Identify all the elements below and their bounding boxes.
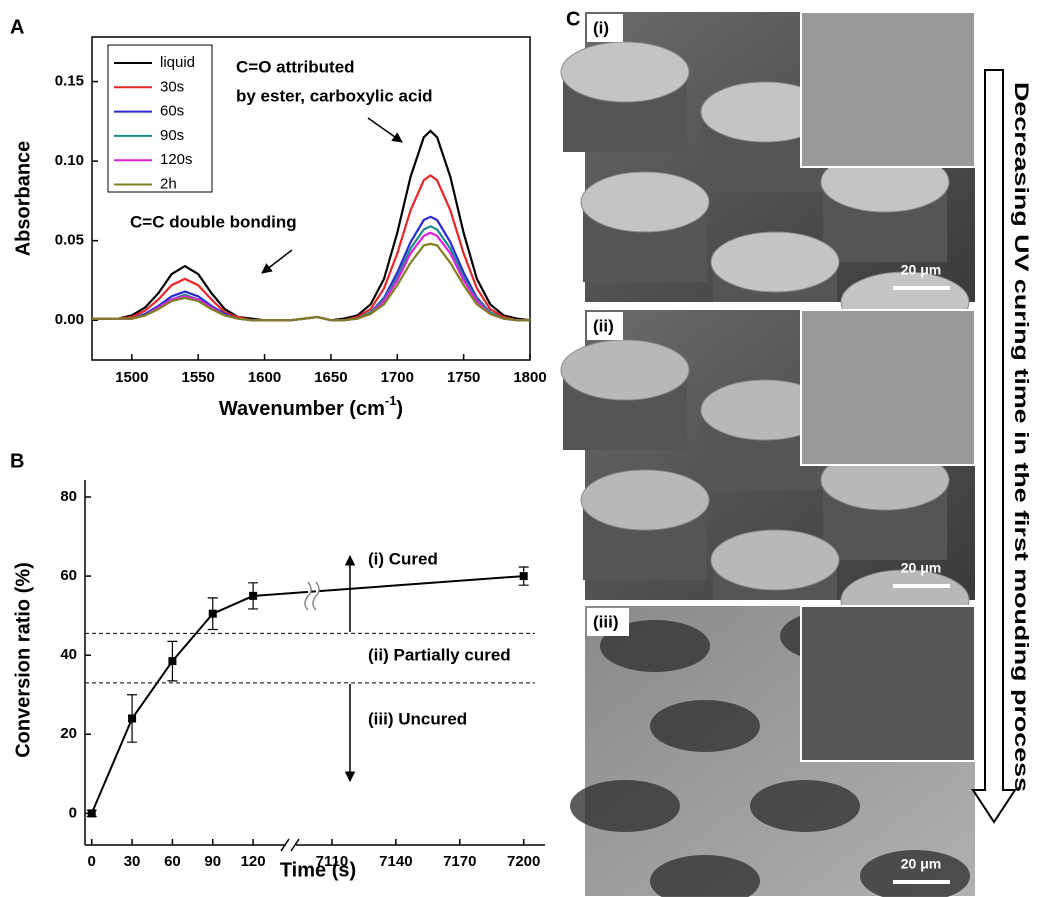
process-arrow <box>973 70 1015 822</box>
scale-bar-label: 20 μm <box>901 856 941 872</box>
inset <box>801 606 975 761</box>
spectrum-line <box>92 175 530 320</box>
sem-image: (ii) 20 μm <box>561 310 975 630</box>
x-tick-label: 1600 <box>248 369 281 386</box>
annotation: (iii) Uncured <box>368 709 467 728</box>
legend-label: 30s <box>160 78 184 95</box>
scale-bar-label: 20 μm <box>901 262 941 278</box>
annotation: by ester, carboxylic acid <box>236 86 433 105</box>
y-tick-label: 20 <box>60 725 77 742</box>
data-line <box>92 576 524 813</box>
image-tag: (iii) <box>593 612 619 631</box>
x-tick-label: 1800 <box>513 369 546 386</box>
x-tick-label: 1650 <box>314 369 347 386</box>
x-tick-label: 7200 <box>507 853 540 870</box>
legend-label: 120s <box>160 151 193 168</box>
data-point <box>520 572 528 580</box>
data-point <box>88 809 96 817</box>
annotation: (i) Cured <box>368 549 438 568</box>
arrow-label: Decreasing UV curing time in the first m… <box>1010 82 1031 792</box>
y-tick-label: 0 <box>69 804 77 821</box>
x-tick-label: 7170 <box>443 853 476 870</box>
pore <box>650 700 760 752</box>
legend-label: 90s <box>160 127 184 144</box>
x-tick-label: 120 <box>241 853 266 870</box>
x-tick-label: 7140 <box>379 853 412 870</box>
y-axis-label: Conversion ratio (%) <box>12 562 34 758</box>
legend-label: 2h <box>160 175 177 192</box>
annotation-arrow <box>368 118 402 142</box>
scale-bar-label: 20 μm <box>901 560 941 576</box>
annotation: (ii) Partially cured <box>368 645 511 664</box>
annotation-arrow <box>262 250 292 273</box>
y-tick-label: 0.15 <box>55 73 84 90</box>
y-tick-label: 80 <box>60 488 77 505</box>
data-point <box>209 610 217 618</box>
pore <box>570 780 680 832</box>
y-tick-label: 0.05 <box>55 232 84 249</box>
y-tick-label: 0.00 <box>55 311 84 328</box>
pillar-top <box>561 42 689 102</box>
y-axis-label: Absorbance <box>12 141 34 257</box>
x-tick-label: 60 <box>164 853 181 870</box>
panel-label: B <box>10 450 24 472</box>
figure: A B C 1500 1550 1600 1650 1700 1750 1800 0.00 0.… <box>0 0 1040 897</box>
annotation: C=O attributed <box>236 57 355 76</box>
x-tick-label: 1750 <box>447 369 480 386</box>
data-point <box>128 714 136 722</box>
sem-image: (iii) 20 μm <box>570 606 975 897</box>
data-point <box>249 592 257 600</box>
image-tag: (ii) <box>593 316 614 335</box>
x-tick-label: 30 <box>124 853 141 870</box>
sem-image: (i) 20 μm <box>561 12 975 332</box>
pillar-top <box>581 470 709 530</box>
legend-label: liquid <box>160 54 195 71</box>
inset <box>801 310 975 465</box>
legend-label: 60s <box>160 103 184 120</box>
image-tag: (i) <box>593 18 609 37</box>
x-tick-label: 1700 <box>381 369 414 386</box>
y-tick-label: 40 <box>60 646 77 663</box>
x-axis-label-part: -1 <box>385 393 397 408</box>
x-axis-label-part: ) <box>396 398 403 420</box>
pillar-top <box>581 172 709 232</box>
data-point <box>168 657 176 665</box>
inset <box>801 12 975 167</box>
y-tick-label: 0.10 <box>55 152 84 169</box>
pillar-top <box>711 530 839 590</box>
x-axis-label: Time (s) <box>280 859 356 881</box>
x-tick-label: 0 <box>88 853 96 870</box>
panel-label: A <box>10 16 24 38</box>
pillar-top <box>561 340 689 400</box>
pillar-top <box>711 232 839 292</box>
x-tick-label: 1500 <box>115 369 148 386</box>
x-axis-label-part: Wavenumber (cm <box>219 398 385 420</box>
annotation: C=C double bonding <box>130 212 297 231</box>
y-tick-label: 60 <box>60 567 77 584</box>
panel-label: C <box>566 8 580 30</box>
x-tick-label: 90 <box>204 853 221 870</box>
x-tick-label: 1550 <box>181 369 214 386</box>
pore <box>750 780 860 832</box>
x-axis-label: Wavenumber (cm-1) <box>219 393 403 420</box>
line-break <box>305 582 319 610</box>
